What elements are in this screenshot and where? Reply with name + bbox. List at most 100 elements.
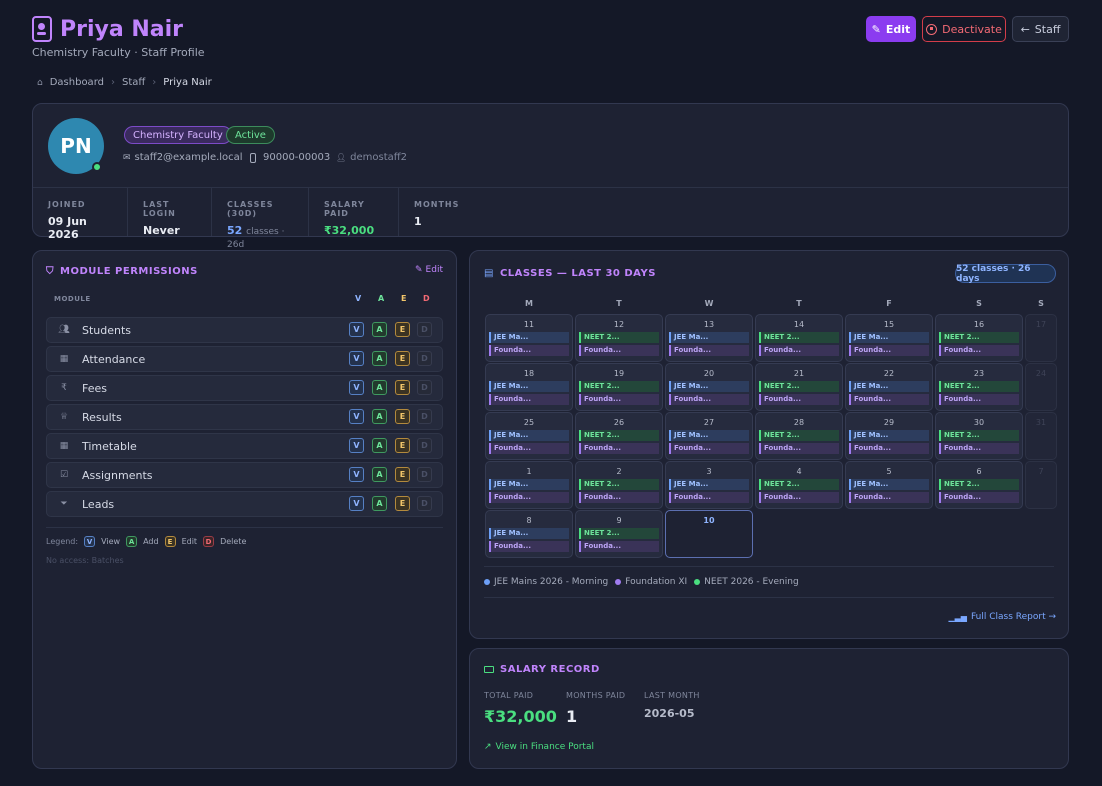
class-event-foundation[interactable]: Founda...: [489, 345, 569, 356]
class-event-jee[interactable]: JEE Ma...: [489, 381, 569, 392]
class-event-neet[interactable]: NEET 2...: [579, 332, 659, 343]
class-event-jee[interactable]: JEE Ma...: [849, 332, 929, 343]
calendar-day[interactable]: 3 JEE Ma... Founda...: [665, 461, 753, 509]
class-event-jee[interactable]: JEE Ma...: [489, 332, 569, 343]
class-event-neet[interactable]: NEET 2...: [579, 381, 659, 392]
permission-toggle-edit[interactable]: E: [395, 467, 410, 482]
class-event-neet[interactable]: NEET 2...: [939, 332, 1019, 343]
breadcrumb-staff[interactable]: Staff: [121, 77, 146, 88]
class-event-foundation[interactable]: Founda...: [579, 443, 659, 454]
permission-toggle-view[interactable]: V: [349, 380, 364, 395]
calendar-day-today[interactable]: 10: [665, 510, 753, 558]
breadcrumb-dashboard[interactable]: Dashboard: [49, 77, 104, 88]
class-event-neet[interactable]: NEET 2...: [939, 479, 1019, 490]
edit-button[interactable]: ✎ Edit: [866, 16, 916, 42]
calendar-day[interactable]: 28 NEET 2... Founda...: [755, 412, 843, 460]
calendar-day[interactable]: 22 JEE Ma... Founda...: [845, 363, 933, 411]
permission-toggle-add[interactable]: A: [372, 467, 387, 482]
class-event-foundation[interactable]: Founda...: [489, 394, 569, 405]
calendar-day[interactable]: 29 JEE Ma... Founda...: [845, 412, 933, 460]
calendar-day[interactable]: 21 NEET 2... Founda...: [755, 363, 843, 411]
deactivate-button[interactable]: Deactivate: [922, 16, 1006, 42]
calendar-day[interactable]: 15 JEE Ma... Founda...: [845, 314, 933, 362]
class-event-foundation[interactable]: Founda...: [759, 345, 839, 356]
permission-toggle-edit[interactable]: E: [395, 380, 410, 395]
class-event-foundation[interactable]: Founda...: [669, 394, 749, 405]
calendar-day[interactable]: 27 JEE Ma... Founda...: [665, 412, 753, 460]
class-event-foundation[interactable]: Founda...: [579, 492, 659, 503]
class-event-foundation[interactable]: Founda...: [939, 492, 1019, 503]
calendar-day[interactable]: 4 NEET 2... Founda...: [755, 461, 843, 509]
calendar-day[interactable]: 24: [1025, 363, 1057, 411]
permission-toggle-edit[interactable]: E: [395, 438, 410, 453]
calendar-day[interactable]: 2 NEET 2... Founda...: [575, 461, 663, 509]
class-event-foundation[interactable]: Founda...: [759, 443, 839, 454]
class-event-neet[interactable]: NEET 2...: [759, 479, 839, 490]
calendar-day[interactable]: 1 JEE Ma... Founda...: [485, 461, 573, 509]
calendar-day[interactable]: 6 NEET 2... Founda...: [935, 461, 1023, 509]
full-class-report-link[interactable]: ▁▃▅ Full Class Report →: [949, 612, 1057, 622]
permission-toggle-view[interactable]: V: [349, 496, 364, 511]
class-event-neet[interactable]: NEET 2...: [759, 332, 839, 343]
class-event-foundation[interactable]: Founda...: [669, 443, 749, 454]
class-event-foundation[interactable]: Founda...: [759, 394, 839, 405]
permission-toggle-edit[interactable]: E: [395, 351, 410, 366]
permission-toggle-delete[interactable]: D: [417, 351, 432, 366]
class-event-foundation[interactable]: Founda...: [849, 345, 929, 356]
permission-toggle-view[interactable]: V: [349, 467, 364, 482]
class-event-foundation[interactable]: Founda...: [759, 492, 839, 503]
class-event-foundation[interactable]: Founda...: [849, 492, 929, 503]
permission-toggle-delete[interactable]: D: [417, 467, 432, 482]
class-event-jee[interactable]: JEE Ma...: [669, 381, 749, 392]
permission-toggle-add[interactable]: A: [372, 351, 387, 366]
class-event-foundation[interactable]: Founda...: [939, 394, 1019, 405]
permission-toggle-edit[interactable]: E: [395, 409, 410, 424]
permission-toggle-delete[interactable]: D: [417, 322, 432, 337]
class-event-foundation[interactable]: Founda...: [939, 345, 1019, 356]
calendar-day[interactable]: 26 NEET 2... Founda...: [575, 412, 663, 460]
calendar-day[interactable]: 13 JEE Ma... Founda...: [665, 314, 753, 362]
permission-toggle-view[interactable]: V: [349, 438, 364, 453]
permission-toggle-edit[interactable]: E: [395, 496, 410, 511]
calendar-day[interactable]: 11 JEE Ma... Founda...: [485, 314, 573, 362]
calendar-day[interactable]: 23 NEET 2... Founda...: [935, 363, 1023, 411]
calendar-day[interactable]: 30 NEET 2... Founda...: [935, 412, 1023, 460]
permission-toggle-view[interactable]: V: [349, 351, 364, 366]
class-event-jee[interactable]: JEE Ma...: [489, 528, 569, 539]
calendar-day[interactable]: 7: [1025, 461, 1057, 509]
class-event-neet[interactable]: NEET 2...: [939, 430, 1019, 441]
class-event-neet[interactable]: NEET 2...: [579, 430, 659, 441]
calendar-day[interactable]: 8 JEE Ma... Founda...: [485, 510, 573, 558]
class-event-neet[interactable]: NEET 2...: [759, 381, 839, 392]
permission-toggle-delete[interactable]: D: [417, 496, 432, 511]
class-event-jee[interactable]: JEE Ma...: [849, 479, 929, 490]
class-event-foundation[interactable]: Founda...: [939, 443, 1019, 454]
class-event-foundation[interactable]: Founda...: [489, 541, 569, 552]
class-event-foundation[interactable]: Founda...: [579, 394, 659, 405]
class-event-foundation[interactable]: Founda...: [849, 394, 929, 405]
calendar-day[interactable]: 12 NEET 2... Founda...: [575, 314, 663, 362]
class-event-foundation[interactable]: Founda...: [669, 345, 749, 356]
class-event-jee[interactable]: JEE Ma...: [669, 430, 749, 441]
class-event-jee[interactable]: JEE Ma...: [669, 479, 749, 490]
class-event-foundation[interactable]: Founda...: [579, 345, 659, 356]
permission-toggle-add[interactable]: A: [372, 409, 387, 424]
permissions-edit-link[interactable]: ✎ Edit: [415, 265, 443, 275]
class-event-neet[interactable]: NEET 2...: [759, 430, 839, 441]
class-event-foundation[interactable]: Founda...: [489, 492, 569, 503]
calendar-day[interactable]: 18 JEE Ma... Founda...: [485, 363, 573, 411]
calendar-day[interactable]: 31: [1025, 412, 1057, 460]
calendar-day[interactable]: 5 JEE Ma... Founda...: [845, 461, 933, 509]
permission-toggle-add[interactable]: A: [372, 496, 387, 511]
class-event-jee[interactable]: JEE Ma...: [489, 430, 569, 441]
calendar-day[interactable]: 20 JEE Ma... Founda...: [665, 363, 753, 411]
class-event-foundation[interactable]: Founda...: [579, 541, 659, 552]
class-event-neet[interactable]: NEET 2...: [939, 381, 1019, 392]
permission-toggle-delete[interactable]: D: [417, 409, 432, 424]
class-event-neet[interactable]: NEET 2...: [579, 528, 659, 539]
class-event-jee[interactable]: JEE Ma...: [849, 381, 929, 392]
permission-toggle-add[interactable]: A: [372, 438, 387, 453]
permission-toggle-view[interactable]: V: [349, 409, 364, 424]
calendar-day[interactable]: 25 JEE Ma... Founda...: [485, 412, 573, 460]
back-to-staff-button[interactable]: ← Staff: [1012, 16, 1069, 42]
